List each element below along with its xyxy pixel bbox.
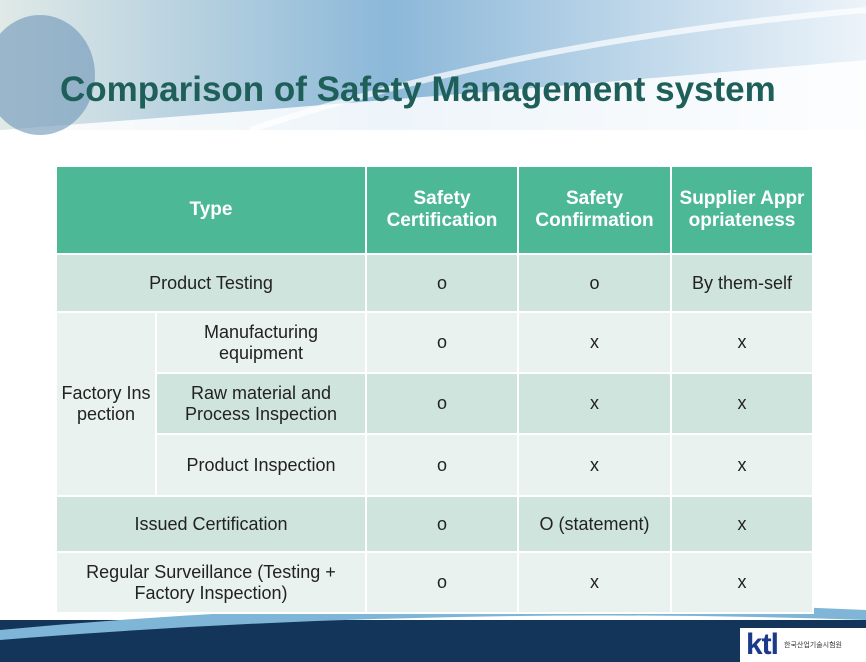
cell: x: [670, 372, 814, 435]
cell: Regular Surveillance (Testing + Factory …: [55, 551, 367, 614]
cell: o: [365, 495, 519, 553]
cell: Factory Inspection: [55, 311, 157, 497]
cell: o: [365, 433, 519, 497]
header-cell: Safety Certification: [365, 165, 519, 255]
cell: Raw material and Process Inspection: [155, 372, 367, 435]
cell: o: [365, 372, 519, 435]
header-cell: Safety Confirmation: [517, 165, 672, 255]
cell: Issued Certification: [55, 495, 367, 553]
cell: x: [517, 551, 672, 614]
cell: x: [517, 372, 672, 435]
cell: o: [365, 253, 519, 313]
logo: ktl 한국산업기술시험원: [740, 628, 866, 662]
slide-title: Comparison of Safety Management system: [60, 70, 776, 109]
cell: o: [365, 311, 519, 374]
header-cell: Supplier Appropriateness: [670, 165, 814, 255]
logo-mark: ktl: [746, 628, 779, 661]
cell: x: [670, 311, 814, 374]
header-cell: Type: [55, 165, 367, 255]
logo-caption: 한국산업기술시험원: [784, 642, 842, 649]
cell: o: [517, 253, 672, 313]
cell: x: [517, 311, 672, 374]
cell: x: [670, 551, 814, 614]
cell: x: [670, 495, 814, 553]
cell: x: [517, 433, 672, 497]
cell: O (statement): [517, 495, 672, 553]
cell: Manufacturing equipment: [155, 311, 367, 374]
cell: o: [365, 551, 519, 614]
cell: x: [670, 433, 814, 497]
cell: By them-self: [670, 253, 814, 313]
cell: Product Testing: [55, 253, 367, 313]
cell: Product Inspection: [155, 433, 367, 497]
comparison-table: Type Safety Certification Safety Confirm…: [55, 165, 814, 614]
